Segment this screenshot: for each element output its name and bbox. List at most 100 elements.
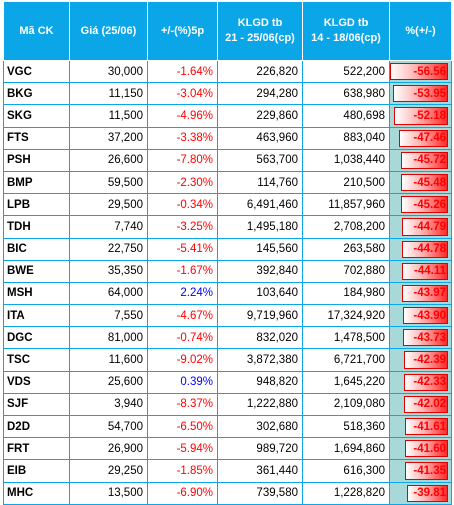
symbol-cell: FTS	[3, 126, 70, 150]
change-cell: -7.80%	[147, 148, 218, 172]
table-row: FRT 26,900 -5.94% 989,720 1,694,860 -41.60	[3, 437, 452, 461]
pct-change-label: -45.72	[413, 154, 446, 167]
change-cell: -6.90%	[147, 481, 218, 505]
symbol-cell: BWE	[3, 259, 70, 283]
volume-recent-cell: 392,840	[217, 259, 303, 283]
volume-recent-cell: 948,820	[217, 370, 303, 394]
volume-prior-cell: 263,580	[302, 237, 390, 261]
volume-prior-cell: 518,360	[302, 414, 390, 439]
symbol-cell: VDS	[3, 370, 70, 394]
price-cell: 54,700	[69, 414, 148, 439]
symbol-cell: SJF	[3, 392, 70, 417]
price-cell: 11,600	[69, 348, 148, 372]
volume-recent-cell: 6,491,460	[217, 193, 303, 217]
change-cell: -1.64%	[147, 59, 218, 84]
symbol-cell: MHC	[3, 481, 70, 505]
price-cell: 30,000	[69, 59, 148, 84]
pct-change-label: -41.61	[413, 420, 446, 433]
table-row: DGC 81,000 -0.74% 832,020 1,478,500 -43.73	[3, 326, 452, 350]
pct-change-cell: -43.73	[389, 326, 452, 350]
volume-recent-cell: 114,760	[217, 170, 303, 195]
pct-change-cell: -42.02	[389, 392, 452, 417]
volume-prior-cell: 702,880	[302, 259, 390, 283]
pct-change-cell: -44.11	[389, 259, 452, 283]
pct-change-label: -42.39	[413, 354, 446, 367]
table-row: BWE 35,350 -1.67% 392,840 702,880 -44.11	[3, 259, 452, 283]
symbol-cell: BIC	[3, 237, 70, 261]
symbol-cell: FRT	[3, 437, 70, 461]
price-cell: 3,940	[69, 392, 148, 417]
volume-prior-cell: 616,300	[302, 459, 390, 483]
pct-change-label: -42.02	[413, 398, 446, 411]
pct-change-bar	[392, 85, 448, 103]
table-header: Mã CK Giá (25/06) +/-(%)5p KLGD tb 21 - …	[3, 1, 452, 61]
change-cell: -9.02%	[147, 348, 218, 372]
volume-prior-cell: 480,698	[302, 104, 390, 128]
price-cell: 35,350	[69, 259, 148, 283]
pct-change-bar	[404, 351, 448, 369]
volume-prior-cell: 638,980	[302, 82, 390, 106]
symbol-cell: VGC	[3, 59, 70, 84]
table-row: MHC 13,500 -6.90% 739,580 1,228,820 -39.81	[3, 481, 452, 505]
volume-recent-cell: 103,640	[217, 281, 303, 306]
price-cell: 37,200	[69, 126, 148, 150]
volume-recent-cell: 9,719,960	[217, 304, 303, 328]
volume-recent-cell: 3,872,380	[217, 348, 303, 372]
pct-change-cell: -39.81	[389, 481, 452, 505]
price-cell: 64,000	[69, 281, 148, 306]
price-cell: 13,500	[69, 481, 148, 505]
table-row: LPB 29,500 -0.34% 6,491,460 11,857,960 -45.26	[3, 193, 452, 217]
pct-change-bar	[402, 284, 448, 303]
volume-prior-cell: 17,324,920	[302, 304, 390, 328]
pct-change-label: -47.46	[413, 132, 446, 145]
table-row: TDH 7,740 -3.25% 1,495,180 2,708,200 -44.79	[3, 215, 452, 239]
change-cell: -1.85%	[147, 459, 218, 483]
pct-change-bar	[401, 218, 448, 236]
volume-recent-cell: 226,820	[217, 59, 303, 84]
pct-change-cell: -42.39	[389, 348, 452, 372]
table-row: FTS 37,200 -3.38% 463,960 883,040 -47.46	[3, 126, 452, 150]
pct-change-label: -43.73	[413, 331, 446, 344]
symbol-cell: LPB	[3, 193, 70, 217]
symbol-cell: TSC	[3, 348, 70, 372]
table-row: D2D 54,700 -6.50% 302,680 518,360 -41.61	[3, 414, 452, 439]
pct-change-label: -56.56	[413, 65, 446, 78]
pct-change-cell: -43.97	[389, 281, 452, 306]
pct-change-cell: -41.60	[389, 437, 452, 461]
price-cell: 25,600	[69, 370, 148, 394]
price-cell: 22,750	[69, 237, 148, 261]
price-cell: 59,500	[69, 170, 148, 195]
pct-change-bar	[390, 63, 448, 81]
change-cell: -1.67%	[147, 259, 218, 283]
volume-prior-cell: 1,478,500	[302, 326, 390, 350]
volume-recent-cell: 739,580	[217, 481, 303, 505]
table-row: BMP 59,500 -2.30% 114,760 210,500 -45.48	[3, 170, 452, 195]
change-cell: -0.34%	[147, 193, 218, 217]
symbol-cell: BKG	[3, 82, 70, 106]
price-cell: 11,150	[69, 82, 148, 106]
volume-prior-cell: 210,500	[302, 170, 390, 195]
volume-recent-cell: 302,680	[217, 414, 303, 439]
change-cell: -2.30%	[147, 170, 218, 195]
price-cell: 29,500	[69, 193, 148, 217]
table-row: ITA 7,550 -4.67% 9,719,960 17,324,920 -43.90	[3, 304, 452, 328]
header-volume-recent: KLGD tb 21 - 25/06(cp)	[217, 1, 303, 61]
volume-prior-cell: 522,200	[302, 59, 390, 84]
header-volume-prior-line1: KLGD tb	[323, 17, 369, 29]
table-row: VDS 25,600 0.39% 948,820 1,645,220 -42.33	[3, 370, 452, 394]
pct-change-cell: -41.35	[389, 459, 452, 483]
symbol-cell: ITA	[3, 304, 70, 328]
pct-change-label: -44.79	[413, 220, 446, 233]
change-cell: -5.41%	[147, 237, 218, 261]
pct-change-cell: -56.56	[389, 59, 452, 84]
volume-prior-cell: 1,038,440	[302, 148, 390, 172]
symbol-cell: EIB	[3, 459, 70, 483]
pct-change-cell: -41.61	[389, 414, 452, 439]
volume-prior-cell: 6,721,700	[302, 348, 390, 372]
change-cell: -3.38%	[147, 126, 218, 150]
pct-change-cell: -47.46	[389, 126, 452, 150]
pct-change-cell: -45.48	[389, 170, 452, 195]
change-cell: -3.25%	[147, 215, 218, 239]
pct-change-label: -41.35	[413, 464, 446, 477]
table-row: BIC 22,750 -5.41% 145,560 263,580 -44.78	[3, 237, 452, 261]
